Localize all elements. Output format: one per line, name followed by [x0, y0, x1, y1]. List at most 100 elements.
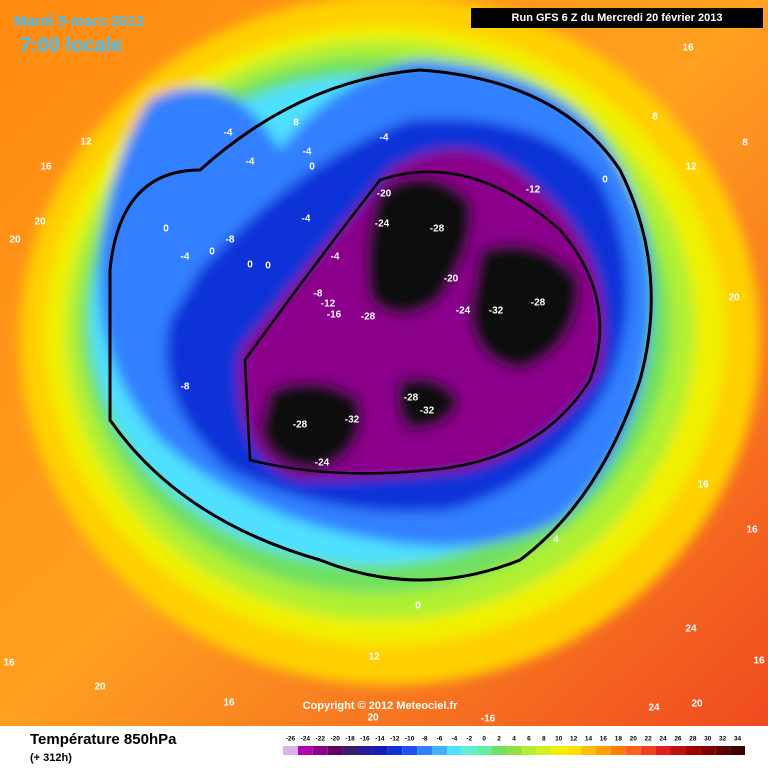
scale-swatch — [610, 746, 626, 755]
scale-swatch — [312, 746, 328, 755]
scale-label: 34 — [734, 736, 742, 743]
scale-swatch — [521, 746, 537, 755]
scale-swatch — [730, 746, 745, 755]
contour-label: -24 — [375, 219, 390, 230]
scale-label: 8 — [542, 736, 546, 743]
contour-label: -28 — [361, 312, 376, 323]
contour-label: 24 — [685, 624, 697, 635]
copyright: Copyright © 2012 Meteociel.fr — [303, 700, 459, 712]
contour-label: 16 — [753, 656, 765, 667]
contour-label: 16 — [682, 43, 694, 54]
scale-swatch — [685, 746, 701, 755]
scale-swatch — [327, 746, 343, 755]
scale-label: 20 — [630, 736, 638, 743]
scale-swatch — [491, 746, 507, 755]
contour-label: -32 — [345, 415, 360, 426]
contour-label: -28 — [430, 224, 445, 235]
contour-label: 8 — [742, 138, 748, 149]
contour-label: 16 — [40, 162, 52, 173]
scale-label: -16 — [360, 736, 370, 743]
scale-label: -8 — [422, 736, 428, 743]
scale-label: 0 — [482, 736, 486, 743]
scale-label: 22 — [645, 736, 653, 743]
zero-isotherm — [108, 68, 653, 582]
scale-label: 24 — [659, 736, 667, 743]
contour-label: -4 — [181, 252, 190, 263]
scale-swatch — [506, 746, 522, 755]
scale-swatch — [357, 746, 373, 755]
contour-label: -28 — [404, 393, 419, 404]
contour-label: 16 — [223, 698, 235, 709]
scale-label: 30 — [704, 736, 712, 743]
forecast-date: Mardi 5 mars 2013 — [14, 13, 144, 30]
contour-label: 24 — [648, 703, 660, 714]
scale-label: -24 — [301, 736, 311, 743]
scale-label: -22 — [316, 736, 326, 743]
scale-swatch — [640, 746, 656, 755]
contour-label: -4 — [380, 133, 389, 144]
scale-swatch — [655, 746, 671, 755]
scale-swatch — [700, 746, 716, 755]
contour-label: -4 — [303, 147, 312, 158]
forecast-time: 7:00 locale — [20, 34, 122, 56]
contour-line — [243, 170, 602, 475]
contour-label: 16 — [746, 525, 758, 536]
scale-label: -2 — [466, 736, 472, 743]
contour-label: 8 — [652, 112, 658, 123]
contour-label: -4 — [224, 128, 233, 139]
field-title: Température 850hPa — [30, 731, 177, 748]
contour-label: -20 — [444, 274, 459, 285]
contour-label: -8 — [314, 289, 323, 300]
scale-swatch — [446, 746, 462, 755]
contour-label: -24 — [456, 306, 471, 317]
contour-label: 12 — [368, 652, 380, 663]
contour-label: 16 — [697, 480, 709, 491]
scale-swatch — [670, 746, 686, 755]
contour-label: 20 — [94, 682, 106, 693]
contour-label: 0 — [209, 247, 215, 258]
contour-label: 0 — [309, 162, 315, 173]
contour-label: -32 — [420, 406, 435, 417]
contour-label: -12 — [526, 185, 541, 196]
contour-label: -16 — [327, 310, 342, 321]
contour-label: 20 — [367, 713, 379, 724]
scale-label: 6 — [527, 736, 531, 743]
scale-swatch — [432, 746, 447, 755]
run-box — [471, 8, 763, 28]
scale-swatch — [566, 746, 582, 755]
scale-label: -18 — [345, 736, 355, 743]
contour-label: 0 — [265, 261, 271, 272]
contour-label: 12 — [685, 162, 697, 173]
scale-swatch — [581, 746, 596, 755]
contour-label: -8 — [181, 382, 190, 393]
scale-swatch — [595, 746, 611, 755]
scale-label: 14 — [585, 736, 593, 743]
scale-label: 10 — [555, 736, 563, 743]
contour-label: 20 — [691, 699, 703, 710]
lead-time: (+ 312h) — [30, 752, 72, 764]
contour-label: -28 — [293, 420, 308, 431]
scale-label: -12 — [390, 736, 400, 743]
contour-label: -8 — [226, 235, 235, 246]
scale-label: 18 — [615, 736, 623, 743]
scale-swatch — [342, 746, 358, 755]
map-field — [0, 0, 768, 726]
contour-label: -4 — [331, 252, 340, 263]
scale-label: 12 — [570, 736, 578, 743]
contour-label: 12 — [80, 137, 92, 148]
scale-swatch — [372, 746, 388, 755]
scale-swatch — [476, 746, 492, 755]
scale-swatch — [417, 746, 433, 755]
scale-label: 26 — [674, 736, 682, 743]
scale-label: -26 — [286, 736, 296, 743]
run-info: Run GFS 6 Z du Mercredi 20 février 2013 — [512, 12, 723, 24]
scale-label: 4 — [512, 736, 516, 743]
scale-swatch — [625, 746, 641, 755]
scale-swatch — [387, 746, 403, 755]
scale-label: 16 — [600, 736, 608, 743]
scale-label: -4 — [451, 736, 457, 743]
contour-label: -4 — [302, 214, 311, 225]
scale-label: 32 — [719, 736, 727, 743]
contour-label: 0 — [415, 601, 421, 612]
